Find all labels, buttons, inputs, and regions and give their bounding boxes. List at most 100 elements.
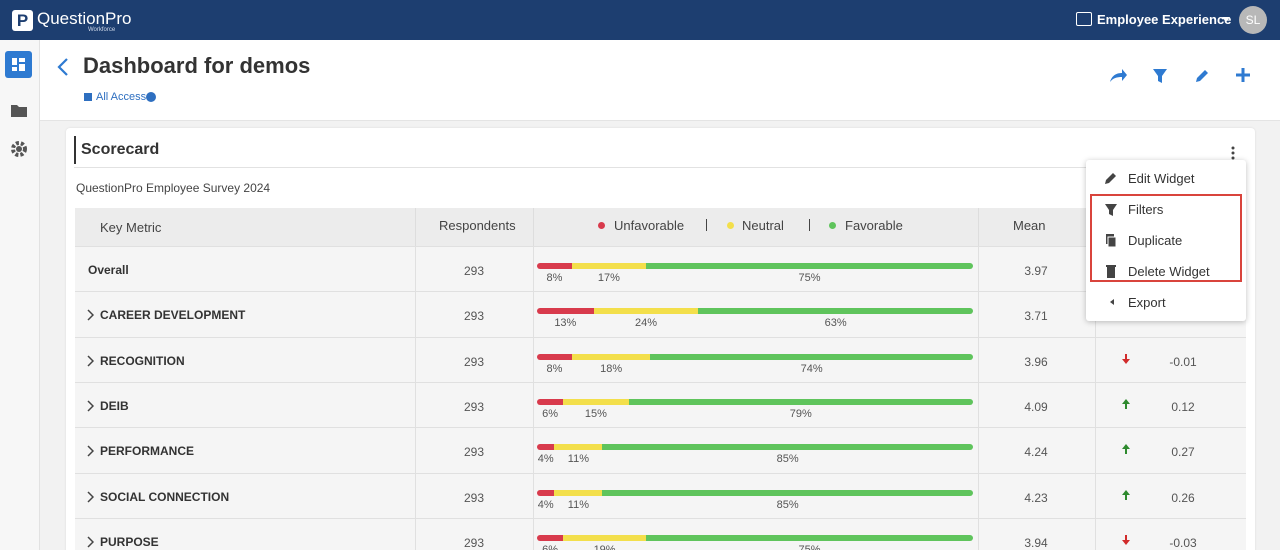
col-sep — [1095, 518, 1096, 550]
change: 0.27 — [1171, 445, 1195, 460]
col-sep — [415, 337, 416, 383]
page-title: Dashboard for demos — [83, 53, 311, 78]
table-row: SOCIAL CONNECTION 293 4% 11% 85% 4.23 0.26 — [75, 472, 1246, 519]
menu-item[interactable]: Delete Widget — [1128, 264, 1210, 279]
bar-segment — [628, 398, 973, 405]
avatar[interactable]: SL — [1239, 6, 1267, 34]
bar-segment — [554, 444, 603, 451]
access-link[interactable]: All Access — [96, 91, 147, 103]
col-sep — [533, 292, 534, 338]
segment-label: 8% — [546, 362, 563, 375]
menu-icon — [1106, 265, 1116, 278]
segment-label: 6% — [542, 407, 559, 420]
bar-segment — [537, 308, 594, 315]
respondents: 293 — [463, 445, 485, 460]
brand-sub: Workforce — [88, 27, 116, 33]
col-sep — [415, 428, 416, 474]
mean: 3.94 — [1024, 535, 1048, 550]
col-sep — [978, 292, 979, 338]
menu-item[interactable]: Duplicate — [1128, 233, 1183, 248]
add-button[interactable] — [1235, 67, 1251, 83]
bar-segment — [602, 444, 973, 451]
segment-label: 24% — [634, 317, 658, 330]
col-sep — [415, 247, 416, 292]
col-sep — [533, 473, 534, 519]
segment-label: 4% — [537, 453, 554, 466]
trend-arrow — [1122, 489, 1130, 500]
bar-segment — [650, 353, 973, 360]
bar-segment — [571, 353, 651, 360]
divider — [74, 167, 1246, 168]
segment-label: 75% — [798, 272, 821, 284]
metric-name: CAREER DEVELOPMENT — [100, 308, 246, 323]
bar-segment — [646, 263, 973, 269]
trend-arrow — [1122, 353, 1130, 364]
segment-label: 11% — [567, 498, 590, 511]
col-sep — [978, 428, 979, 474]
bar-segment — [646, 534, 973, 541]
table-row: DEIB 293 6% 15% 79% 4.09 0.12 — [75, 381, 1246, 428]
mean: 3.96 — [1024, 354, 1048, 369]
bar-segment — [537, 398, 564, 405]
col-sep — [415, 473, 416, 519]
col-sep — [978, 382, 979, 428]
col-sep — [533, 518, 534, 550]
help-icon[interactable] — [146, 92, 156, 102]
expand-chevron[interactable] — [86, 445, 94, 457]
expand-chevron[interactable] — [86, 355, 94, 367]
column-header[interactable]: Mean — [1013, 218, 1046, 233]
expand-chevron[interactable] — [86, 490, 94, 503]
sidebar — [0, 40, 40, 550]
expand-chevron[interactable] — [86, 309, 94, 321]
col-sep — [978, 473, 979, 519]
bar-segment — [537, 444, 555, 451]
bar-segment — [537, 534, 564, 541]
share-button[interactable] — [1108, 66, 1128, 84]
table-row: PURPOSE 293 6% 19% 75% 3.94 -0.03 — [75, 517, 1246, 550]
filter-button[interactable] — [1152, 68, 1168, 84]
folder-nav[interactable] — [10, 103, 28, 119]
metric-name: RECOGNITION — [100, 353, 185, 368]
menu-item[interactable]: Filters — [1128, 202, 1164, 217]
respondents: 293 — [463, 399, 485, 414]
expand-chevron[interactable] — [86, 536, 94, 548]
segment-label: 85% — [776, 498, 799, 511]
segment-label: 4% — [537, 498, 554, 511]
legend-dot — [598, 222, 605, 229]
bar-segment — [571, 263, 646, 269]
col-sep — [415, 208, 416, 246]
logo-icon: P — [12, 10, 33, 31]
change: 0.26 — [1171, 490, 1195, 505]
edit-button[interactable] — [1194, 68, 1210, 84]
back-button[interactable] — [56, 57, 70, 77]
segment-label: 74% — [800, 362, 823, 375]
metric-name: PERFORMANCE — [100, 444, 195, 459]
col-sep — [1095, 382, 1096, 428]
product-switcher[interactable]: Employee Experience — [1097, 12, 1232, 27]
expand-chevron[interactable] — [86, 400, 94, 412]
respondents: 293 — [463, 535, 485, 550]
bar-segment — [537, 263, 572, 269]
settings-nav[interactable] — [10, 140, 28, 158]
column-header[interactable]: Unfavorable — [614, 218, 685, 233]
table-header: Key Metric Respondents Unfavorable Neutr… — [75, 208, 1246, 246]
menu-item[interactable]: Export — [1128, 295, 1166, 310]
column-header[interactable]: Favorable — [845, 218, 903, 233]
segment-label: 6% — [542, 543, 559, 550]
respondents: 293 — [463, 309, 485, 324]
dashboard-nav[interactable] — [5, 51, 32, 78]
mean: 3.97 — [1024, 264, 1048, 278]
dropdown-caret — [1222, 17, 1230, 26]
legend-dot — [829, 222, 836, 229]
col-sep — [415, 292, 416, 338]
column-header[interactable]: Neutral — [742, 218, 784, 233]
column-header[interactable]: Respondents — [439, 218, 516, 233]
top-bar: P QuestionPro Workforce Employee Experie… — [0, 0, 1280, 40]
change: -0.01 — [1169, 354, 1197, 369]
col-sep — [533, 337, 534, 383]
bar-segment — [554, 489, 603, 496]
segment-label: 18% — [600, 362, 623, 375]
column-header[interactable]: Key Metric — [100, 220, 162, 235]
menu-item[interactable]: Edit Widget — [1128, 171, 1195, 186]
widget-menu-button[interactable] — [1230, 145, 1236, 161]
